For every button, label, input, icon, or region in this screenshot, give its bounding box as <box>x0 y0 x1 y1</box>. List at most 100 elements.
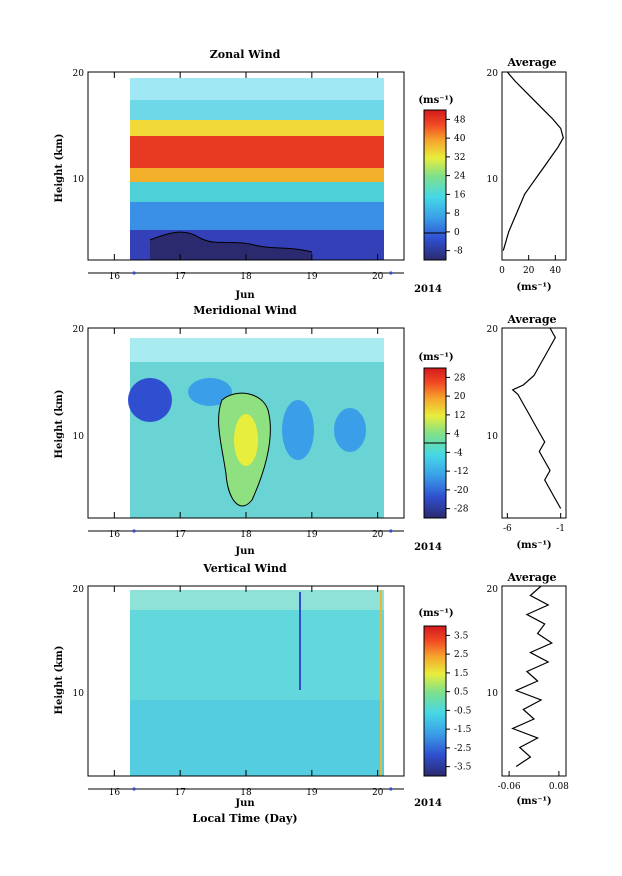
colorbar-unit: (ms⁻¹) <box>418 608 453 619</box>
colorbar-tick-label: 40 <box>454 134 466 144</box>
profile-plot: Average 20 10 -0.06 0.08 (ms⁻¹) <box>487 571 570 807</box>
colorbar-tick-label: -0.5 <box>454 706 472 716</box>
profile-title: Average <box>506 56 556 69</box>
profile-x-tick-label: 0 <box>499 266 505 276</box>
x-tick-label: 16 <box>109 530 121 540</box>
y-axis-label: Height (km) <box>54 134 65 203</box>
colorbar-tick-label: 1.5 <box>454 669 469 679</box>
x-tick-label: 19 <box>306 788 318 798</box>
zero-contour <box>218 392 271 507</box>
colorbar-unit: (ms⁻¹) <box>418 95 453 106</box>
y-tick-label: 20 <box>73 69 85 79</box>
profile-series: 0 20 40 <box>499 71 564 276</box>
profile-y-tick: 10 <box>487 175 499 185</box>
profile-x-tick-label: 20 <box>523 266 535 276</box>
zero-contour <box>149 231 313 253</box>
profile-x-tick-label: -0.06 <box>498 782 521 792</box>
y-axis: 20 10 <box>73 69 85 185</box>
colorbar-tick-label: 48 <box>454 115 466 125</box>
year-label: 2014 <box>414 542 442 553</box>
colorbar-tick-label: 2.5 <box>454 650 469 660</box>
profile-y-tick: 10 <box>487 689 499 699</box>
colorbar-tick-label: 8 <box>454 209 460 219</box>
colorbar-tick-label: 12 <box>454 411 465 421</box>
colorbar-tick-label: -2.5 <box>454 744 472 754</box>
profile-y-tick: 20 <box>487 69 499 79</box>
profile-x-tick-label: 40 <box>550 266 562 276</box>
heatmap-band-midhigh <box>130 166 384 182</box>
y-axis-label: Height (km) <box>54 390 65 459</box>
coverage-marker <box>132 787 136 791</box>
profile-unit: (ms⁻¹) <box>516 796 551 807</box>
coverage-marker <box>389 529 393 533</box>
x-tick-label: 20 <box>372 530 384 540</box>
profile-series: -0.06 0.08 <box>498 585 569 792</box>
x-tick-label: 17 <box>174 272 186 282</box>
y-axis-label: Height (km) <box>54 646 65 715</box>
x-axis: 16 17 18 19 20 <box>88 72 404 282</box>
negative-region <box>282 400 314 460</box>
negative-region <box>188 378 232 406</box>
panel-vertical: Vertical Wind Height (km) 20 10 16 17 18 19… <box>54 562 569 825</box>
profile-unit: (ms⁻¹) <box>516 282 551 293</box>
colorbar-tick-label: 0.5 <box>454 688 469 698</box>
profile-plot: Average 20 10 -6 -1 (ms⁻¹) <box>487 313 567 551</box>
colorbar-gradient <box>423 109 447 261</box>
panel-title: Vertical Wind <box>202 562 287 575</box>
colorbar-tick-label: 32 <box>454 153 465 163</box>
profile-unit: (ms⁻¹) <box>516 540 551 551</box>
x-axis: 16 17 18 19 20 <box>88 328 404 540</box>
colorbar-tick-label: 20 <box>454 392 466 402</box>
profile-frame <box>501 71 567 261</box>
colorbar-tick-label: -3.5 <box>454 763 472 773</box>
coverage-marker <box>389 271 393 275</box>
colorbar-tick-label: 24 <box>454 172 466 182</box>
heatmap-band-top <box>130 100 384 120</box>
colorbar-tick-label: 16 <box>454 190 466 200</box>
x-tick-label: 17 <box>174 530 186 540</box>
year-label: 2014 <box>414 284 442 295</box>
negative-region <box>334 408 366 452</box>
heatmap-area <box>128 338 384 518</box>
coverage-marker <box>389 787 393 791</box>
heatmap-band-lower <box>130 200 384 230</box>
profile-title: Average <box>506 571 556 584</box>
x-tick-label: 18 <box>240 272 252 282</box>
colorbar-tick-label: 28 <box>454 373 466 383</box>
y-axis: 20 10 <box>73 585 85 699</box>
y-tick-label: 20 <box>73 585 85 595</box>
x-axis: 16 17 18 19 20 <box>88 586 404 798</box>
colorbar-gradient <box>423 625 447 777</box>
average-profile-line <box>502 71 564 251</box>
colorbar-tick-label: -1.5 <box>454 725 472 735</box>
heatmap-area <box>130 78 384 260</box>
heatmap-band-lower <box>130 700 384 776</box>
negative-region <box>150 232 312 260</box>
profile-title: Average <box>506 313 556 326</box>
x-tick-label: 19 <box>306 530 318 540</box>
positive-peak <box>234 414 258 466</box>
heatmap-band-peak <box>130 134 384 168</box>
heatmap-band-sparse <box>130 78 384 100</box>
colorbar-tick-label: -8 <box>454 247 463 257</box>
x-tick-label: 19 <box>306 272 318 282</box>
colorbar-tick-label: -20 <box>454 486 469 496</box>
profile-frame <box>501 585 567 777</box>
colorbar-tick-label: -12 <box>454 467 469 477</box>
x-axis-month-label: Jun <box>234 546 255 557</box>
y-tick-label: 10 <box>73 432 85 442</box>
colorbar-tick-label: 0 <box>454 228 460 238</box>
heatmap-band-top <box>130 590 384 610</box>
profile-x-tick-label: 0.08 <box>549 782 569 792</box>
coverage-marker <box>132 271 136 275</box>
colorbar-tick-label: 4 <box>454 430 460 440</box>
colorbar: (ms⁻¹) 48 40 32 24 16 8 0 -8 <box>418 95 466 261</box>
heatmap-band-upper <box>130 118 384 136</box>
x-tick-label: 16 <box>109 788 121 798</box>
y-axis: 20 10 <box>73 325 85 442</box>
x-axis-month-label: Jun <box>234 290 255 301</box>
y-tick-label: 20 <box>73 325 85 335</box>
panel-zonal: Zonal Wind Height (km) 20 10 16 17 18 19 20 … <box>54 48 567 301</box>
negative-region <box>128 378 172 422</box>
